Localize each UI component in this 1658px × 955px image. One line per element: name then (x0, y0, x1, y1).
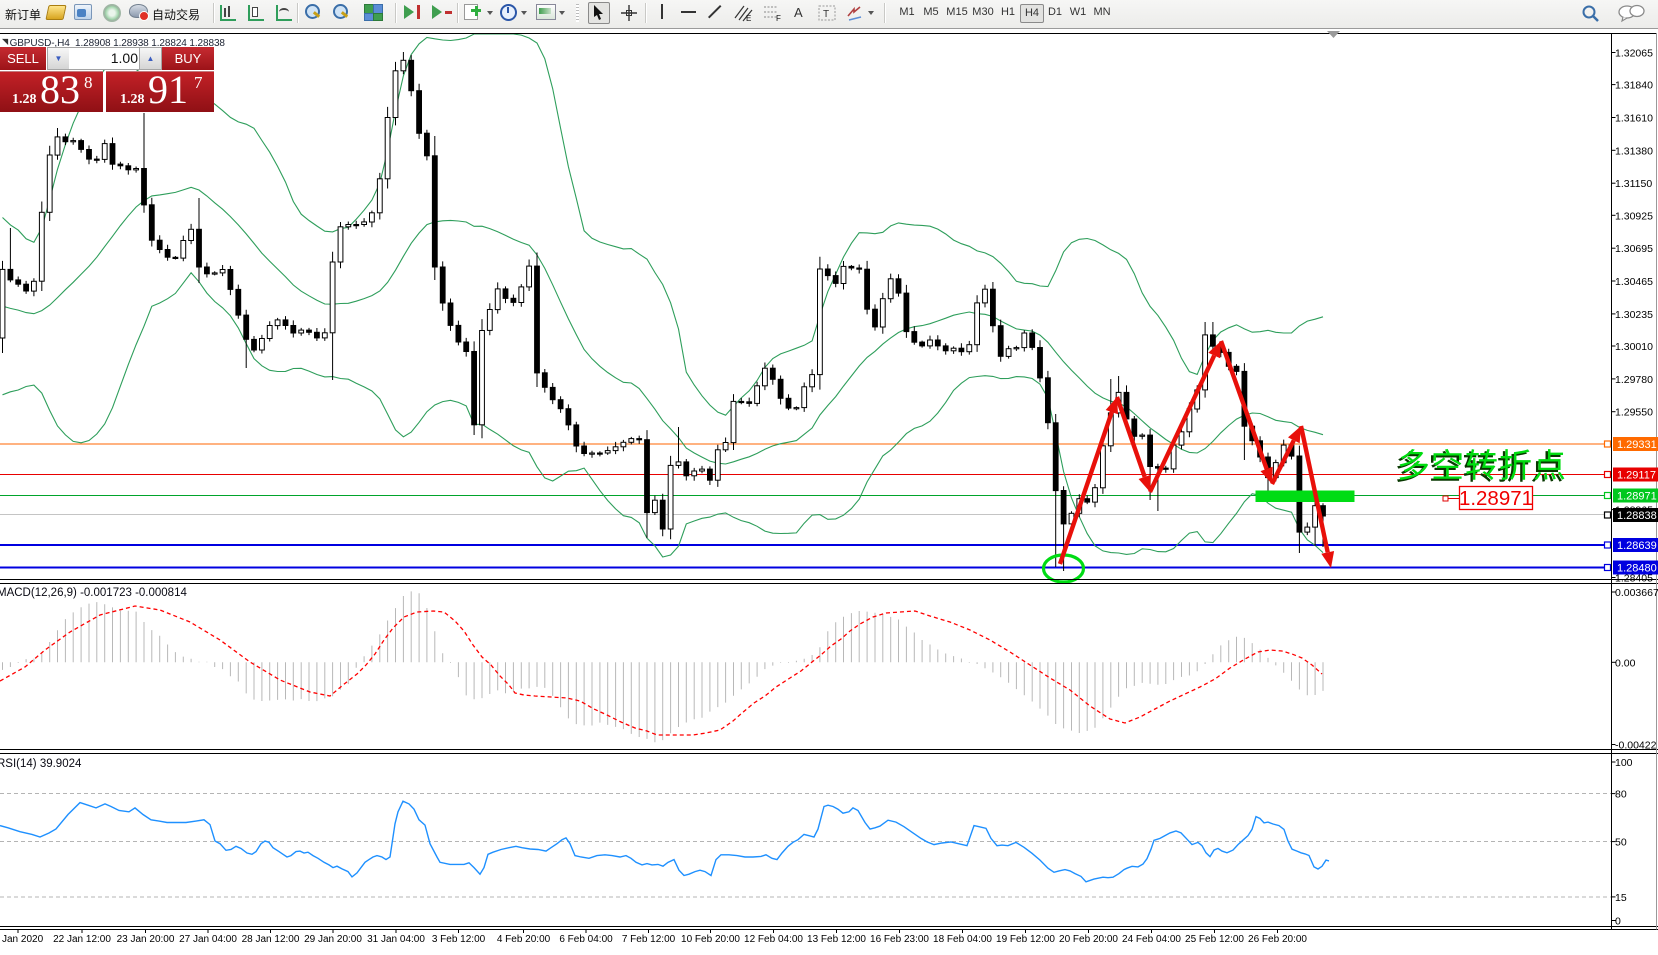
svg-text:100: 100 (1615, 757, 1633, 769)
svg-text:E: E (746, 14, 751, 22)
svg-text:10 Feb 20:00: 10 Feb 20:00 (681, 934, 740, 945)
svg-text:80: 80 (1615, 789, 1627, 801)
svg-text:50: 50 (1615, 837, 1627, 849)
svg-text:12 Feb 04:00: 12 Feb 04:00 (744, 934, 803, 945)
svg-text:1.31610: 1.31610 (1615, 113, 1653, 125)
svg-text:22 Jan 12:00: 22 Jan 12:00 (53, 934, 111, 945)
svg-text:1.28405: 1.28405 (1615, 573, 1653, 585)
svg-text:19 Feb 12:00: 19 Feb 12:00 (996, 934, 1055, 945)
svg-text:1.29331: 1.29331 (1617, 439, 1657, 451)
svg-text:1.30235: 1.30235 (1615, 309, 1653, 321)
svg-text:20 Feb 20:00: 20 Feb 20:00 (1059, 934, 1118, 945)
svg-text:26 Feb 20:00: 26 Feb 20:00 (1248, 934, 1307, 945)
svg-text:1.28838: 1.28838 (1617, 510, 1657, 522)
svg-text:24 Feb 04:00: 24 Feb 04:00 (1122, 934, 1181, 945)
svg-text:多空转折点: 多空转折点 (1397, 447, 1567, 484)
svg-text:1.30010: 1.30010 (1615, 341, 1653, 353)
svg-text:1.31380: 1.31380 (1615, 145, 1653, 157)
svg-text:25 Feb 12:00: 25 Feb 12:00 (1185, 934, 1244, 945)
svg-text:1.31150: 1.31150 (1615, 178, 1652, 190)
svg-text:Jan 2020: Jan 2020 (2, 934, 44, 945)
svg-text:29 Jan 20:00: 29 Jan 20:00 (304, 934, 362, 945)
svg-text:28 Jan 12:00: 28 Jan 12:00 (242, 934, 300, 945)
svg-text:1.30465: 1.30465 (1615, 276, 1653, 288)
svg-text:T: T (823, 9, 829, 20)
svg-text:18 Feb 04:00: 18 Feb 04:00 (933, 934, 992, 945)
svg-text:15: 15 (1615, 892, 1627, 904)
svg-text:1.28971: 1.28971 (1617, 491, 1657, 503)
svg-text:7 Feb 12:00: 7 Feb 12:00 (622, 934, 676, 945)
svg-text:RSI(14) 39.9024: RSI(14) 39.9024 (0, 758, 82, 770)
svg-text:1.28639: 1.28639 (1617, 540, 1657, 552)
svg-text:0.003667: 0.003667 (1615, 587, 1658, 599)
svg-text:F: F (776, 14, 781, 22)
svg-text:1.30925: 1.30925 (1615, 210, 1653, 222)
svg-text:27 Jan 04:00: 27 Jan 04:00 (179, 934, 237, 945)
svg-text:16 Feb 23:00: 16 Feb 23:00 (870, 934, 929, 945)
svg-text:23 Jan 20:00: 23 Jan 20:00 (117, 934, 175, 945)
svg-text:1.29550: 1.29550 (1615, 407, 1653, 419)
svg-text:1.29117: 1.29117 (1617, 470, 1656, 482)
svg-text:13 Feb 12:00: 13 Feb 12:00 (807, 934, 866, 945)
svg-text:0.00: 0.00 (1615, 657, 1636, 669)
svg-text:1.28971: 1.28971 (1459, 487, 1533, 510)
svg-text:31 Jan 04:00: 31 Jan 04:00 (367, 934, 425, 945)
svg-text:3 Feb 12:00: 3 Feb 12:00 (432, 934, 486, 945)
svg-text:1.29780: 1.29780 (1615, 374, 1653, 386)
svg-text:-0.00422: -0.00422 (1615, 740, 1657, 752)
svg-text:1.31840: 1.31840 (1615, 80, 1653, 92)
svg-text:6 Feb 04:00: 6 Feb 04:00 (559, 934, 613, 945)
svg-text:4 Feb 20:00: 4 Feb 20:00 (497, 934, 551, 945)
svg-text:MACD(12,26,9) -0.001723 -0.000: MACD(12,26,9) -0.001723 -0.000814 (0, 587, 187, 599)
svg-text:0: 0 (1615, 916, 1621, 928)
svg-text:1.32065: 1.32065 (1615, 48, 1653, 60)
svg-text:1.28480: 1.28480 (1617, 563, 1657, 575)
svg-text:1.30695: 1.30695 (1615, 243, 1653, 255)
svg-text:多空转折点: 多空转折点 (1395, 449, 1565, 486)
